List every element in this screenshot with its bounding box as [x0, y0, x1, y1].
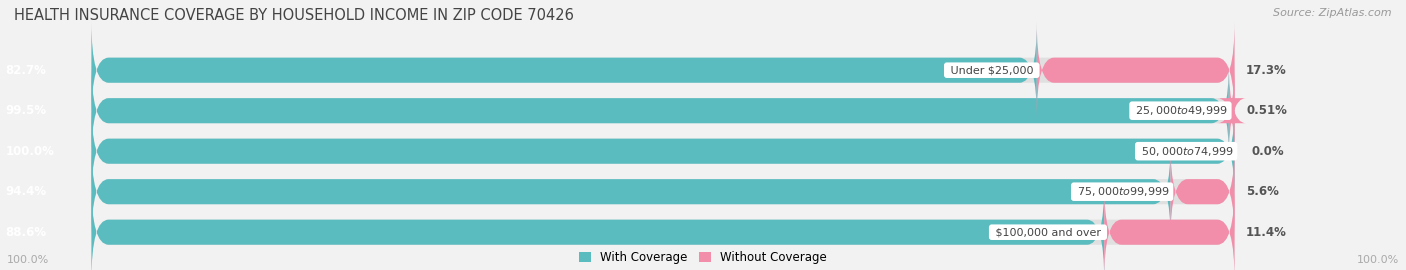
FancyBboxPatch shape [91, 62, 1229, 159]
Text: $50,000 to $74,999: $50,000 to $74,999 [1137, 145, 1234, 158]
Text: 17.3%: 17.3% [1246, 64, 1286, 77]
Text: $25,000 to $49,999: $25,000 to $49,999 [1132, 104, 1229, 117]
Text: 99.5%: 99.5% [6, 104, 46, 117]
FancyBboxPatch shape [1218, 62, 1246, 159]
FancyBboxPatch shape [91, 143, 1171, 240]
Text: 0.0%: 0.0% [1251, 145, 1284, 158]
FancyBboxPatch shape [91, 103, 1234, 199]
Text: 82.7%: 82.7% [6, 64, 46, 77]
Text: $75,000 to $99,999: $75,000 to $99,999 [1074, 185, 1171, 198]
FancyBboxPatch shape [1036, 22, 1234, 118]
FancyBboxPatch shape [91, 143, 1234, 240]
Text: 5.6%: 5.6% [1246, 185, 1279, 198]
FancyBboxPatch shape [91, 103, 1234, 199]
Text: 100.0%: 100.0% [6, 145, 55, 158]
Text: Source: ZipAtlas.com: Source: ZipAtlas.com [1274, 8, 1392, 18]
Text: $100,000 and over: $100,000 and over [991, 227, 1104, 237]
FancyBboxPatch shape [91, 62, 1234, 159]
FancyBboxPatch shape [91, 22, 1234, 118]
FancyBboxPatch shape [1171, 143, 1234, 240]
FancyBboxPatch shape [91, 22, 1036, 118]
Text: HEALTH INSURANCE COVERAGE BY HOUSEHOLD INCOME IN ZIP CODE 70426: HEALTH INSURANCE COVERAGE BY HOUSEHOLD I… [14, 8, 574, 23]
Text: Under $25,000: Under $25,000 [946, 65, 1036, 75]
Text: 0.51%: 0.51% [1246, 104, 1286, 117]
FancyBboxPatch shape [91, 184, 1234, 270]
Text: 88.6%: 88.6% [6, 226, 46, 239]
Text: 100.0%: 100.0% [1357, 255, 1399, 265]
Text: 100.0%: 100.0% [7, 255, 49, 265]
FancyBboxPatch shape [1104, 184, 1234, 270]
Legend: With Coverage, Without Coverage: With Coverage, Without Coverage [579, 251, 827, 264]
Text: 11.4%: 11.4% [1246, 226, 1286, 239]
Text: 94.4%: 94.4% [6, 185, 46, 198]
FancyBboxPatch shape [91, 184, 1104, 270]
